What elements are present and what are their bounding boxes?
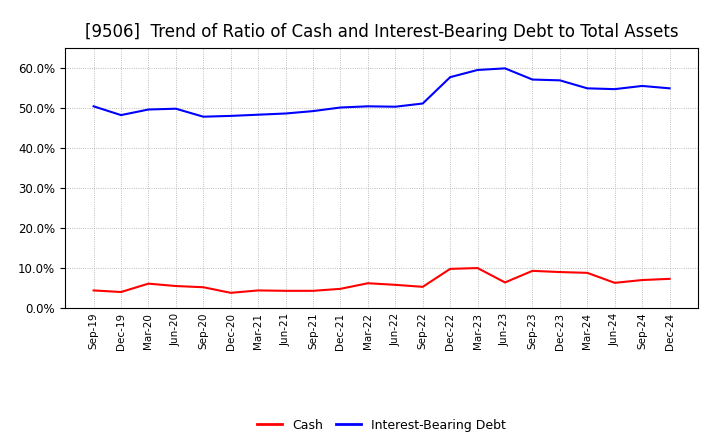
Interest-Bearing Debt (309, 109, 318, 114)
Interest-Bearing Debt (528, 77, 537, 82)
Cash (336, 286, 345, 291)
Interest-Bearing Debt (144, 107, 153, 112)
Interest-Bearing Debt (364, 104, 372, 109)
Interest-Bearing Debt (611, 87, 619, 92)
Line: Interest-Bearing Debt: Interest-Bearing Debt (94, 68, 670, 117)
Interest-Bearing Debt (418, 101, 427, 106)
Cash (556, 269, 564, 275)
Interest-Bearing Debt (665, 86, 674, 91)
Cash (473, 265, 482, 271)
Cash (144, 281, 153, 286)
Interest-Bearing Debt (199, 114, 207, 119)
Line: Cash: Cash (94, 268, 670, 293)
Interest-Bearing Debt (446, 74, 454, 80)
Cash (226, 290, 235, 296)
Interest-Bearing Debt (391, 104, 400, 110)
Interest-Bearing Debt (500, 66, 509, 71)
Cash (665, 276, 674, 282)
Interest-Bearing Debt (556, 78, 564, 83)
Cash (254, 288, 263, 293)
Cash (117, 290, 125, 295)
Interest-Bearing Debt (282, 111, 290, 116)
Cash (611, 280, 619, 286)
Interest-Bearing Debt (117, 113, 125, 118)
Cash (391, 282, 400, 287)
Cash (89, 288, 98, 293)
Interest-Bearing Debt (89, 104, 98, 109)
Cash (583, 270, 592, 275)
Cash (528, 268, 537, 274)
Title: [9506]  Trend of Ratio of Cash and Interest-Bearing Debt to Total Assets: [9506] Trend of Ratio of Cash and Intere… (85, 23, 678, 41)
Interest-Bearing Debt (638, 83, 647, 88)
Cash (199, 285, 207, 290)
Interest-Bearing Debt (583, 86, 592, 91)
Interest-Bearing Debt (473, 67, 482, 73)
Cash (446, 266, 454, 271)
Cash (500, 280, 509, 285)
Cash (418, 284, 427, 290)
Cash (309, 288, 318, 293)
Legend: Cash, Interest-Bearing Debt: Cash, Interest-Bearing Debt (253, 414, 510, 437)
Cash (282, 288, 290, 293)
Interest-Bearing Debt (171, 106, 180, 111)
Interest-Bearing Debt (254, 112, 263, 117)
Cash (364, 281, 372, 286)
Interest-Bearing Debt (226, 113, 235, 118)
Cash (638, 277, 647, 282)
Interest-Bearing Debt (336, 105, 345, 110)
Cash (171, 283, 180, 289)
